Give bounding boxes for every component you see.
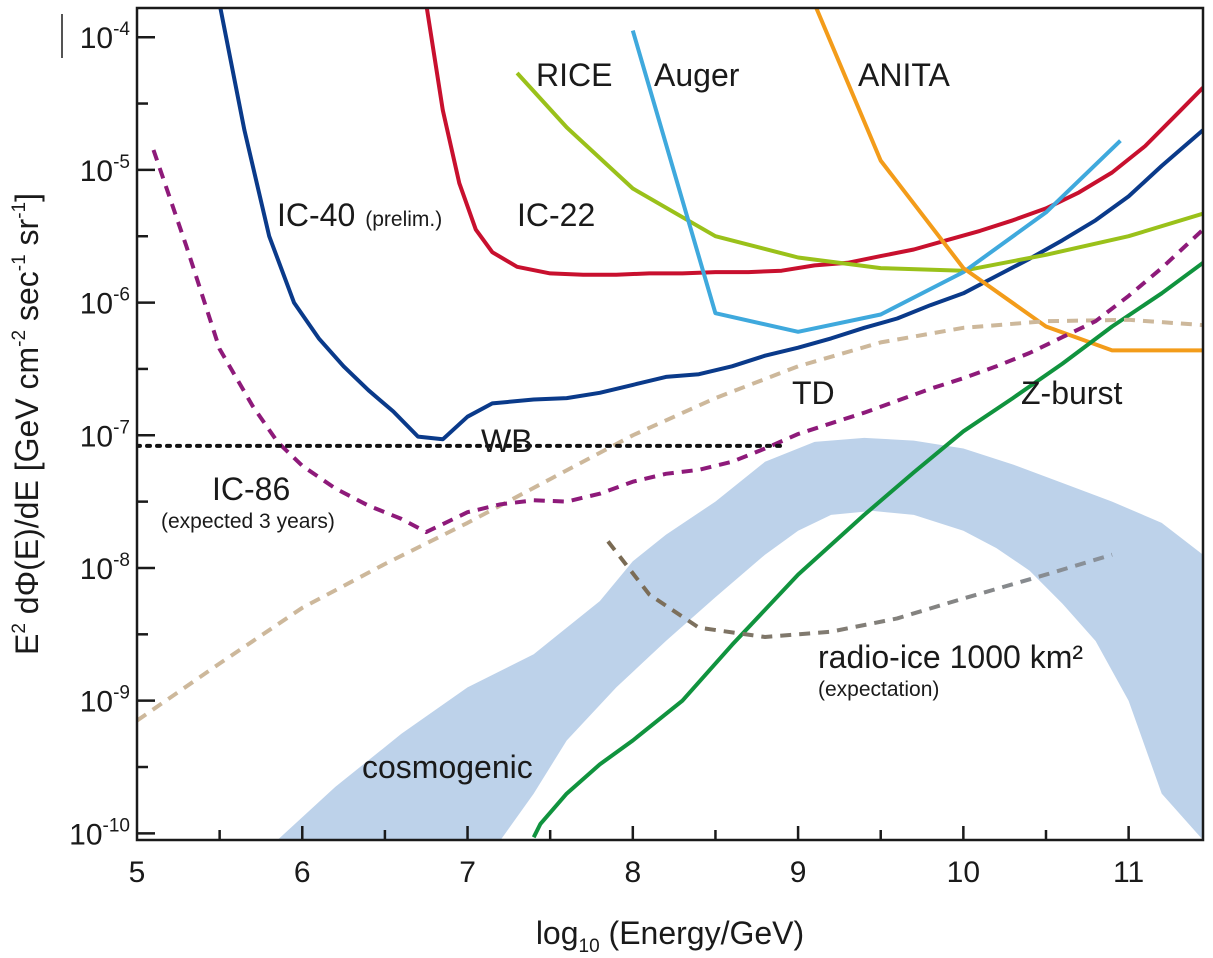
label-anita: ANITA — [858, 57, 951, 93]
series-line-z-burst — [531, 261, 1203, 839]
x-tick-label-11: 11 — [1113, 856, 1144, 889]
label-cosmogenic: cosmogenic — [362, 749, 533, 785]
label-radioice-note: (expectation) — [818, 678, 939, 701]
series-line-rice — [515, 71, 1203, 273]
band-cosmogenic — [277, 437, 1203, 840]
series-line-ic-22 — [424, 8, 1203, 277]
series-layer — [137, 8, 1203, 839]
label-auger: Auger — [654, 57, 740, 93]
series-line-auger — [630, 30, 1122, 334]
y-tick-label--4: 10-4 — [80, 19, 131, 55]
label-ic86: IC-86 — [212, 471, 290, 507]
y-tick-label--6: 10-6 — [80, 285, 130, 321]
y-tick-label--5: 10-5 — [80, 152, 130, 188]
y-tick-label--8: 10-8 — [80, 550, 130, 586]
x-tick-label-8: 8 — [624, 856, 641, 889]
label-ic40: IC-40 (prelim.) — [277, 197, 442, 233]
series-line-td — [137, 317, 1203, 723]
x-tick-label-9: 9 — [790, 856, 807, 889]
plot-frame — [135, 6, 1205, 842]
x-axis-title: log10 (Energy/GeV) — [536, 915, 804, 957]
y-tick-label--9: 10-9 — [80, 683, 130, 719]
series-line-ic-40 — [218, 8, 1203, 442]
x-tick-label-6: 6 — [294, 856, 311, 889]
label-radioice: radio-ice 1000 km² — [818, 639, 1083, 675]
label-ic86-note: (expected 3 years) — [161, 510, 335, 533]
y-axis-title: E2 dΦ(E)/dE [GeV cm-2 sec-1 sr-1] — [9, 193, 45, 655]
x-tick-label-10: 10 — [947, 856, 980, 889]
label-ic22: IC-22 — [517, 197, 595, 233]
ticks-layer: 5 6 7 8 9 10 11 10-10 10-9 10-8 10-7 10-6 10-5 10-4 — [69, 19, 1144, 889]
y-tick-label--7: 10-7 — [80, 417, 130, 453]
label-td: TD — [792, 375, 835, 411]
label-zburst: Z-burst — [1021, 375, 1122, 411]
x-tick-label-7: 7 — [459, 856, 476, 889]
series-line-ic-86 — [151, 149, 1203, 535]
label-rice: RICE — [536, 57, 612, 93]
x-tick-label-5: 5 — [129, 856, 146, 889]
series-line-anita — [814, 8, 1203, 353]
bands-layer — [277, 437, 1203, 840]
label-wb: WB — [481, 423, 533, 459]
y-tick-label--10: 10-10 — [69, 815, 130, 851]
